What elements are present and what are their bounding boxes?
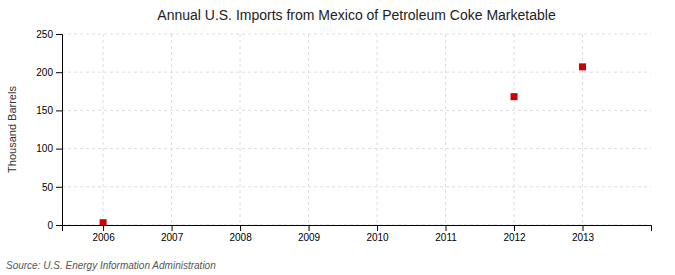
tick-mark	[309, 225, 310, 231]
tick: 250	[36, 29, 62, 40]
grid-line-y	[62, 110, 651, 111]
tick-label: 0	[47, 220, 53, 231]
tick-label: 250	[36, 29, 53, 40]
tick-label: 2008	[229, 232, 252, 243]
tick-mark	[56, 225, 62, 226]
tick-mark	[56, 110, 62, 111]
chart: 2006 2007 2008 2009 2010 2011 2012 2013 0 50 100 15…	[0, 0, 675, 275]
tick-mark	[240, 225, 241, 231]
grid-line-x	[240, 34, 241, 225]
x-axis: 2006 2007 2008 2009 2010 2011 2012 2013	[63, 225, 652, 243]
tick-label: 2007	[161, 232, 184, 243]
tick: 2009	[298, 225, 321, 243]
tick-label: 2006	[92, 232, 115, 243]
tick-mark	[56, 34, 62, 35]
tick-label: 2010	[366, 232, 389, 243]
tick-mark	[514, 225, 515, 231]
grid	[62, 34, 651, 225]
point	[100, 219, 107, 225]
tick-mark	[103, 225, 104, 231]
tick-label: 50	[42, 182, 54, 193]
tick-mark	[172, 225, 173, 231]
points	[100, 63, 586, 225]
point	[579, 63, 586, 70]
axis-line	[63, 226, 652, 232]
tick-mark	[583, 225, 584, 231]
grid-line-x	[171, 34, 172, 225]
grid-line-x	[103, 34, 104, 225]
tick: 0	[47, 220, 62, 231]
y-axis-label: Thousand Barrels	[6, 86, 18, 173]
title: Annual U.S. Imports from Mexico of Petro…	[157, 7, 556, 23]
tick-label: 100	[36, 143, 53, 154]
tick-label: 2012	[503, 232, 526, 243]
tick: 50	[42, 182, 62, 193]
tick: 150	[36, 105, 62, 116]
tick: 100	[36, 143, 62, 154]
tick-label: 2011	[435, 232, 457, 243]
tick-mark	[56, 187, 62, 188]
tick: 2008	[229, 225, 252, 243]
grid-line-x	[582, 34, 583, 225]
grid-line-y	[62, 186, 651, 187]
point	[511, 93, 518, 100]
tick: 200	[36, 67, 62, 78]
grid-line-x	[445, 34, 446, 225]
y-axis: 0 50 100 150 200 250	[36, 29, 62, 231]
tick: 2007	[161, 225, 184, 243]
grid-line-x	[514, 34, 515, 225]
source-note: Source: U.S. Energy Information Administ…	[6, 260, 216, 271]
tick: 2010	[366, 225, 389, 243]
tick-label: 200	[36, 67, 53, 78]
tick-label: 2013	[572, 232, 595, 243]
tick-mark	[446, 225, 447, 231]
grid-line-y	[62, 72, 651, 73]
tick-label: 2009	[298, 232, 321, 243]
tick-mark	[56, 72, 62, 73]
tick: 2011	[435, 225, 457, 243]
tick-mark	[56, 149, 62, 150]
tick-label: 150	[36, 105, 53, 116]
tick: 2013	[572, 225, 595, 243]
axis-line	[56, 35, 63, 226]
tick-mark	[377, 225, 378, 231]
tick: 2012	[503, 225, 526, 243]
grid-line-y	[62, 34, 651, 35]
grid-line-y	[62, 148, 651, 149]
grid-line-x	[308, 34, 309, 225]
grid-line-x	[377, 34, 378, 225]
plot-area: 2006 2007 2008 2009 2010 2011 2012 2013 0 50 100 15…	[36, 29, 651, 243]
tick: 2006	[92, 225, 115, 243]
